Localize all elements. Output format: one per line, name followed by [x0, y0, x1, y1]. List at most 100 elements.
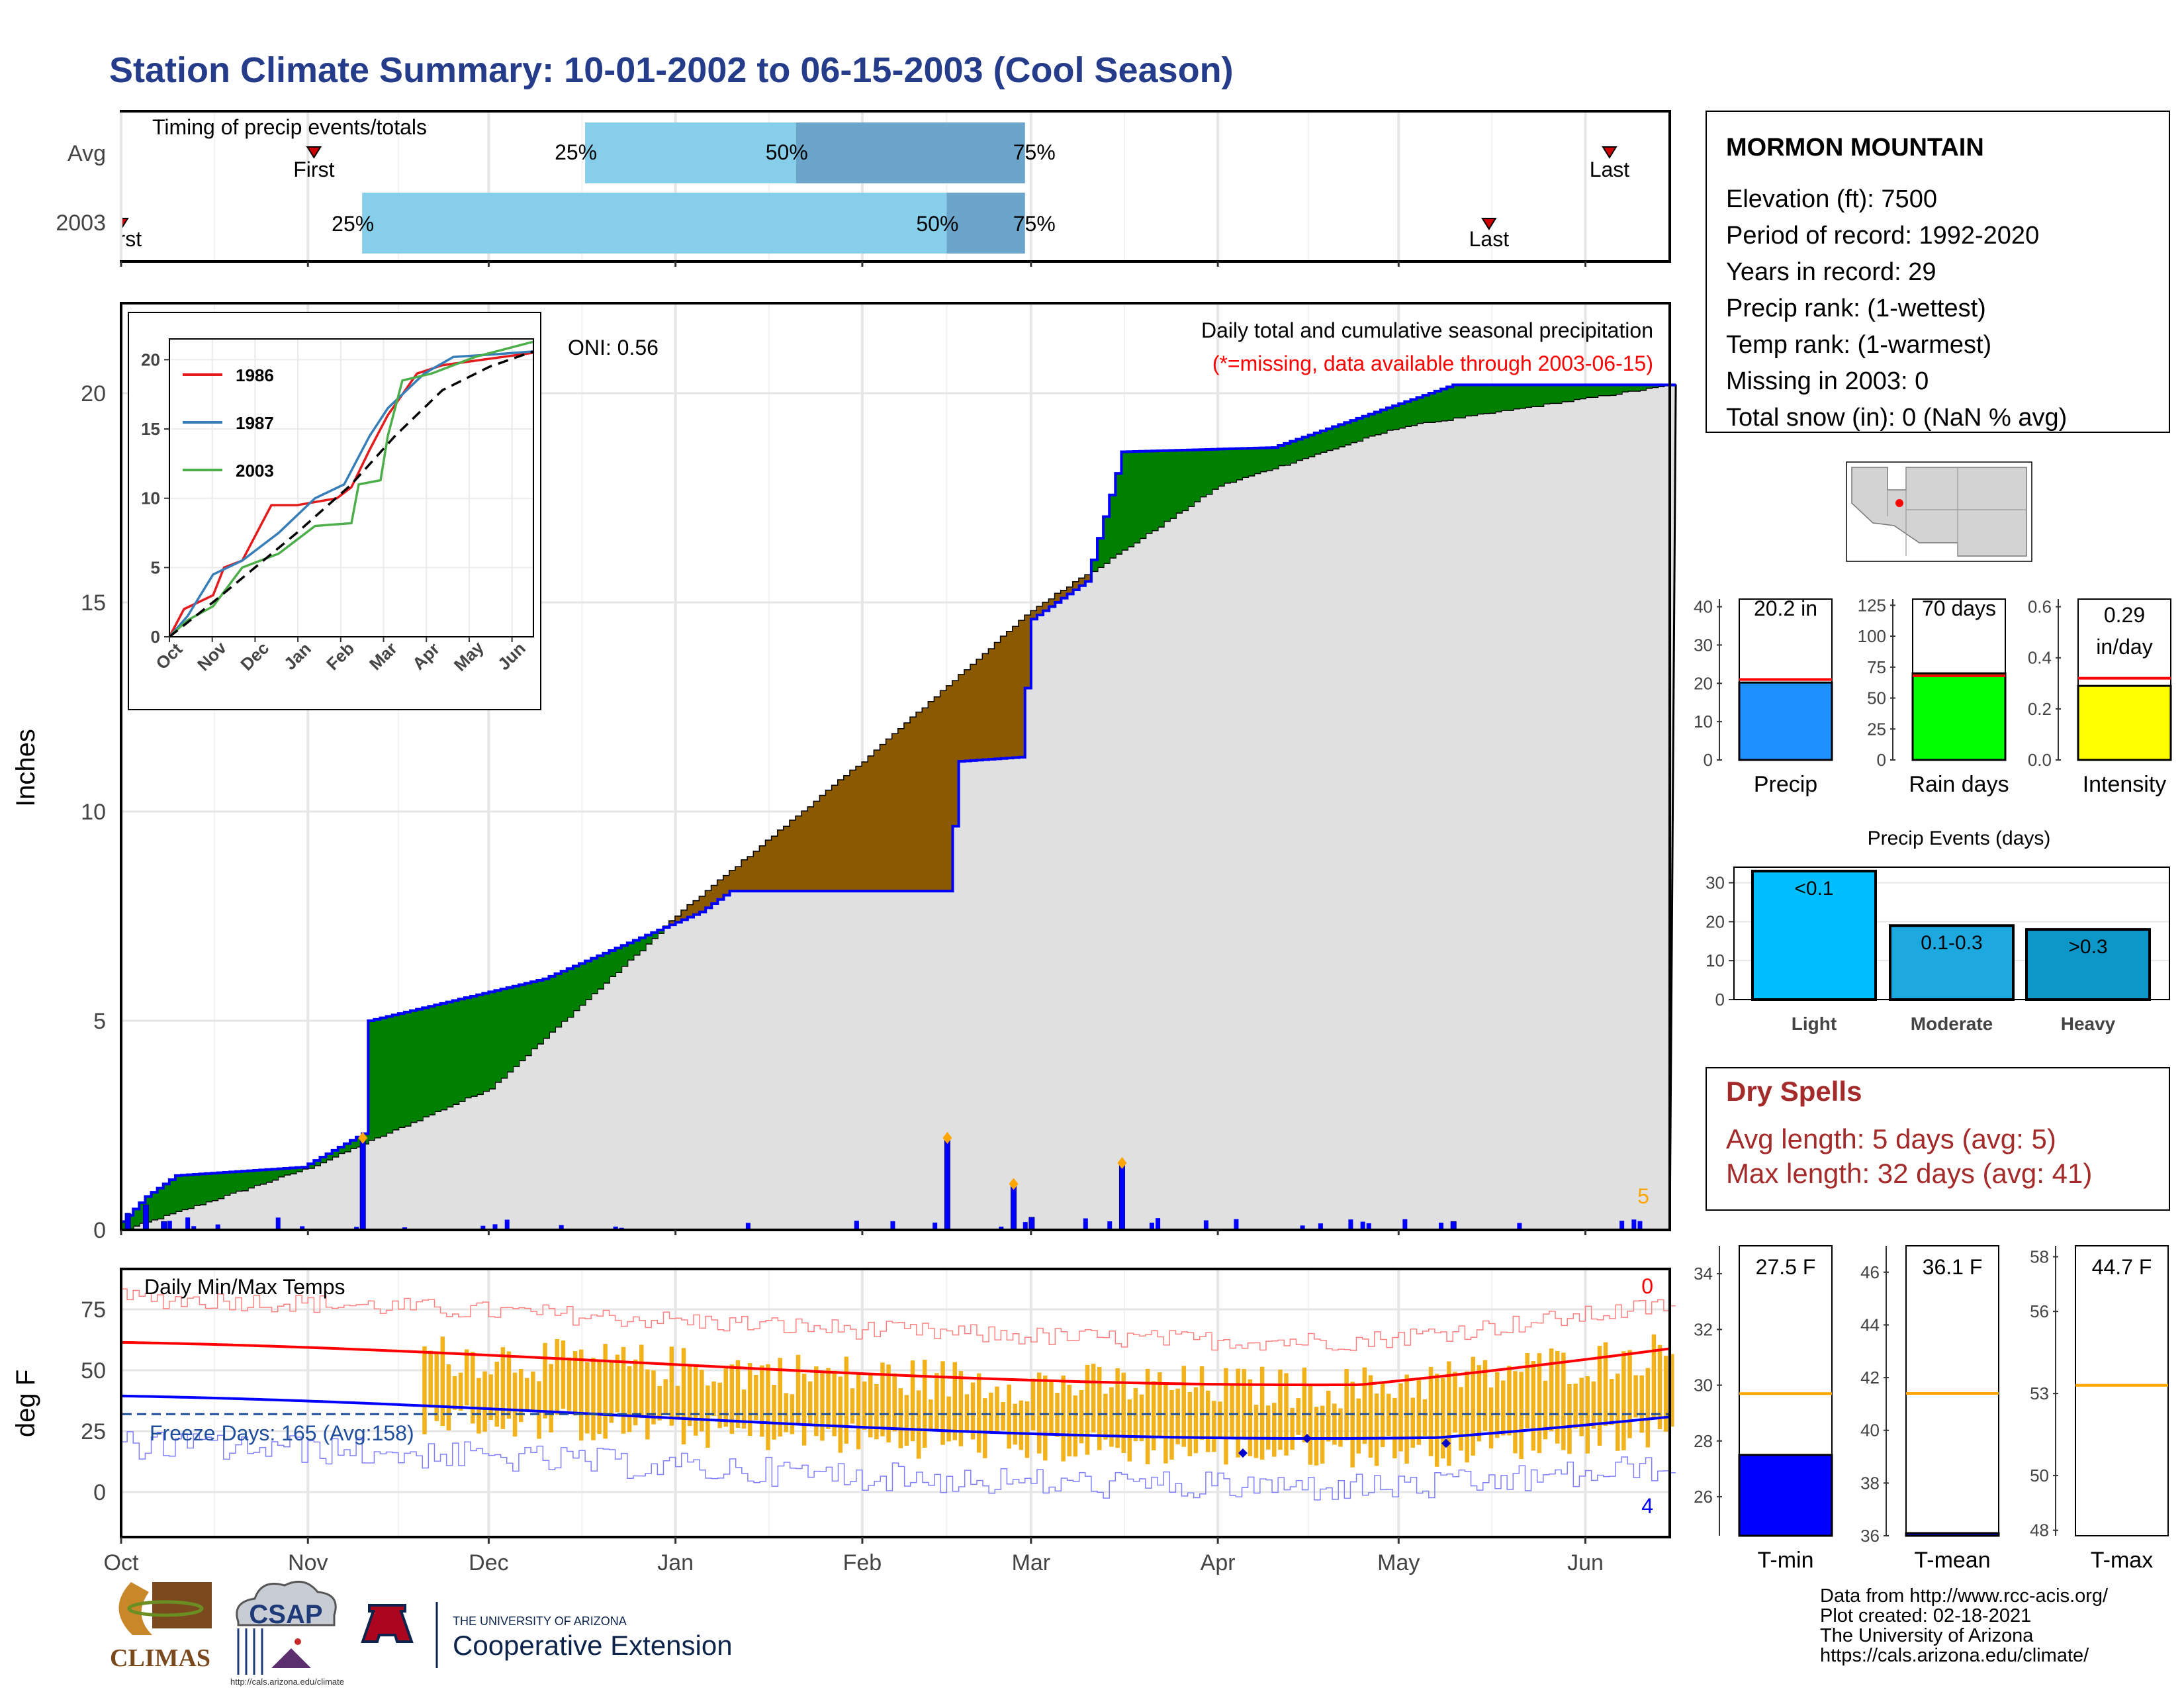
daily-temp-bar — [729, 1364, 735, 1434]
precip-anomaly-area — [705, 891, 712, 908]
precip-anomaly-area — [916, 712, 923, 892]
precip-events-category: Moderate — [1911, 1013, 1993, 1034]
precip-header: Daily total and cumulative seasonal prec… — [1201, 318, 1653, 342]
precip-anomaly-area — [380, 1017, 387, 1136]
daily-temp-bar — [1308, 1385, 1313, 1465]
summary-ytick-label: 0.4 — [2028, 648, 2052, 668]
daily-temp-bar — [591, 1358, 596, 1440]
daily-temp-bar — [796, 1354, 801, 1425]
xaxis-label-jun: Jun — [1567, 1550, 1604, 1575]
temp-ytick-0: 0 — [93, 1480, 106, 1505]
precip-panel: Inches 0 5 10 15 20 ONI: 0.56 Daily tota… — [11, 302, 1677, 1243]
daily-temp-bar — [892, 1373, 897, 1432]
daily-precip-bar — [504, 1219, 510, 1230]
timing-panel: Timing of precip events/totals Avg 2003 … — [56, 110, 1671, 263]
daily-precip-bar — [1360, 1221, 1365, 1230]
timing-label-50: 50% — [766, 140, 808, 164]
daily-precip-bar — [167, 1221, 172, 1230]
summary-ytick-label: 0.2 — [2028, 699, 2052, 719]
precip-anomaly-area — [561, 971, 568, 1021]
summary-label: Precip — [1754, 772, 1817, 797]
summary-ytick-label: 30 — [1694, 635, 1713, 655]
daily-temp-bar — [1356, 1398, 1361, 1454]
summary-ytick-label: 25 — [1867, 719, 1886, 739]
precip-anomaly-area — [603, 953, 610, 983]
precip-events-ytick-label: 20 — [1706, 912, 1725, 931]
precip-anomaly-area — [217, 1172, 224, 1198]
summary-bar-precip — [1738, 681, 1833, 761]
daily-temp-bar — [844, 1356, 849, 1444]
precip-anomaly-area — [1007, 632, 1014, 759]
daily-precip-bar — [559, 1225, 564, 1230]
daily-temp-bar — [434, 1351, 439, 1421]
precip-anomaly-area — [880, 745, 887, 892]
precip-events-bar-light — [1751, 869, 1877, 1001]
precip-ytick-0: 0 — [93, 1218, 106, 1243]
precip-anomaly-area — [1591, 385, 1598, 397]
precip-anomaly-area — [1350, 420, 1357, 442]
precip-anomaly-area — [1091, 559, 1098, 571]
daily-temp-bar — [1151, 1381, 1156, 1450]
temp-summary-ytick-label: 26 — [1694, 1487, 1713, 1507]
timing-bar-25-50 — [362, 193, 947, 254]
daily-temp-bar — [549, 1364, 553, 1432]
daily-temp-bar — [1236, 1368, 1240, 1458]
precip-anomaly-area — [1073, 582, 1080, 590]
precip-anomaly-area — [1265, 447, 1273, 471]
credit-data-source: Data from http://www.rcc-acis.org/ — [1820, 1585, 2109, 1607]
daily-temp-bar — [1549, 1348, 1554, 1432]
daily-temp-bar — [723, 1368, 729, 1427]
precip-anomaly-area — [1139, 451, 1146, 538]
precip-anomaly-area — [952, 680, 960, 827]
daily-temp-bar — [741, 1389, 747, 1429]
xaxis-label-feb: Feb — [843, 1550, 882, 1575]
inset-ytick-label: 5 — [151, 557, 160, 577]
daily-temp-bar — [874, 1383, 879, 1440]
precip-anomaly-area — [555, 974, 562, 1027]
precip-anomaly-area — [1193, 449, 1201, 502]
daily-temp-bar — [1459, 1387, 1463, 1451]
daily-temp-bar — [801, 1374, 807, 1446]
daily-temp-bar — [1368, 1375, 1373, 1458]
daily-precip-bar — [1517, 1223, 1522, 1230]
daily-temp-bar — [1477, 1365, 1482, 1442]
precip-anomaly-area — [657, 929, 664, 933]
daily-temp-bar — [578, 1349, 584, 1441]
precip-anomaly-area — [820, 796, 827, 892]
daily-temp-bar — [488, 1374, 493, 1420]
precip-anomaly-area — [1374, 412, 1381, 434]
daily-precip-bar — [745, 1223, 751, 1230]
xaxis-label-dec: Dec — [469, 1550, 508, 1575]
daily-temp-bar — [500, 1347, 506, 1429]
daily-temp-bar — [603, 1344, 608, 1439]
precip-anomaly-area — [1001, 636, 1008, 759]
precip-anomaly-area — [790, 820, 797, 892]
daily-temp-bar — [1061, 1375, 1066, 1462]
inset-ytick-label: 15 — [141, 419, 160, 439]
daily-temp-bar — [1645, 1368, 1651, 1448]
precip-anomaly-area — [1447, 387, 1453, 420]
temp-summary-ytick-label: 58 — [2030, 1247, 2049, 1267]
daily-temp-bar — [772, 1384, 776, 1440]
temp-summary-ytick-label: 40 — [1860, 1421, 1880, 1440]
summary-ytick-label: 0 — [1704, 750, 1713, 770]
temp-summary-ytick-label: 32 — [1694, 1319, 1713, 1339]
daily-temp-bar — [471, 1352, 475, 1424]
daily-temp-bar — [1199, 1366, 1205, 1440]
daily-temp-bar — [1145, 1368, 1150, 1464]
precip-anomaly-area — [314, 1160, 321, 1166]
precip-anomaly-area — [1103, 516, 1110, 563]
daily-temp-bar — [621, 1346, 626, 1434]
daily-temp-bar — [1049, 1381, 1054, 1434]
precip-anomaly-area — [338, 1147, 345, 1153]
daily-temp-bar — [1001, 1402, 1005, 1430]
observed-cumulative-line — [121, 383, 1676, 1223]
precip-anomaly-area — [1067, 587, 1074, 594]
daily-temp-bar — [1428, 1366, 1433, 1456]
timing-bar-50-75 — [946, 193, 1025, 254]
precip-ylabel: Inches — [11, 729, 40, 807]
temp-ytick-50: 50 — [81, 1358, 106, 1383]
credit-university: The University of Arizona — [1820, 1625, 2034, 1646]
precip-events-bar-label: 0.1-0.3 — [1921, 932, 1982, 954]
